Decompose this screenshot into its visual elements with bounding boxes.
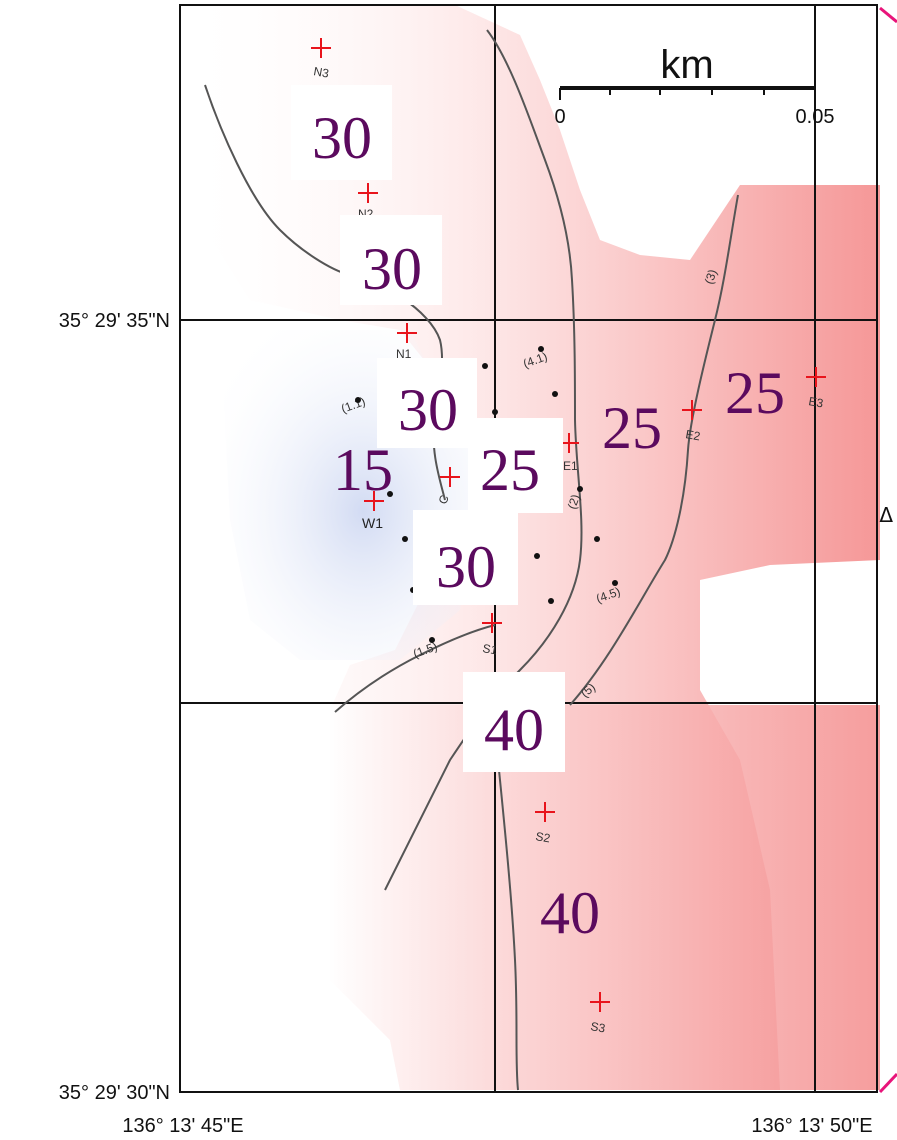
value-label-n2: 30 — [362, 236, 422, 302]
station-label-e2: E2 — [684, 427, 701, 443]
station-marker-n2 — [358, 183, 378, 203]
value-label-s2: 40 — [540, 880, 600, 946]
value-label-s1: 30 — [436, 534, 496, 600]
station-label-n1: N1 — [396, 347, 412, 361]
contour-label-5: (3) — [702, 267, 720, 286]
station-marker-s3 — [590, 992, 610, 1012]
lon-left-label: 136° 13' 45"E — [122, 1115, 243, 1137]
station-label-s1: S1 — [481, 641, 498, 657]
value-label-n3: 30 — [312, 105, 372, 171]
contour-line-5 — [497, 759, 519, 1091]
station-marker-e3 — [806, 367, 826, 387]
lat-bottom-label: 35° 29' 30"N — [59, 1082, 170, 1104]
station-label-s2: S2 — [534, 829, 551, 845]
contour-line-4 — [334, 624, 496, 713]
station-marker-s1 — [482, 613, 502, 633]
colored-field — [180, 5, 880, 1090]
value-label-w1: 15 — [333, 437, 393, 503]
value-labels: 30 30 30 15 25 25 25 30 40 40 — [312, 105, 785, 946]
south-shade — [330, 705, 880, 1090]
station-label-n3: N3 — [312, 64, 330, 81]
value-label-boxes — [291, 85, 565, 772]
station-markers — [311, 38, 826, 1012]
value-label-s1-south: 40 — [484, 697, 544, 763]
edge-mark: Δ — [879, 503, 893, 527]
station-marker-c — [440, 467, 460, 487]
corner-marks — [878, 6, 897, 1094]
station-marker-n1 — [397, 323, 417, 343]
value-label-e2: 25 — [602, 395, 662, 461]
scale-unit: km — [660, 43, 713, 87]
station-label-w1: W1 — [362, 515, 383, 531]
station-label-e3: E3 — [807, 394, 824, 410]
scale-end: 0.05 — [796, 106, 835, 128]
axis-labels: 35° 29' 35"N 35° 29' 30"N 136° 13' 45"E … — [59, 310, 894, 1137]
station-label-e1: E1 — [563, 459, 578, 473]
station-marker-s2 — [535, 802, 555, 822]
lon-right-label: 136° 13' 50"E — [751, 1115, 872, 1137]
contour-lines — [204, 29, 739, 1091]
contour-label-6: (2) — [565, 492, 583, 511]
station-marker-w1 — [364, 491, 384, 511]
contour-line-3 — [569, 194, 739, 706]
station-marker-n3 — [311, 38, 331, 58]
map-border — [179, 4, 878, 1093]
contour-line-2 — [384, 29, 583, 891]
lat-top-label: 35° 29' 35"N — [59, 310, 170, 332]
value-label-n1: 30 — [398, 377, 458, 443]
value-label-c: 25 — [480, 437, 540, 503]
station-label-s3: S3 — [589, 1019, 606, 1035]
sample-dots — [355, 346, 618, 643]
scale-bar: km 0 0.05 — [554, 43, 834, 128]
scale-start: 0 — [554, 106, 565, 128]
value-label-e3: 25 — [725, 360, 785, 426]
station-marker-e2 — [682, 400, 702, 420]
